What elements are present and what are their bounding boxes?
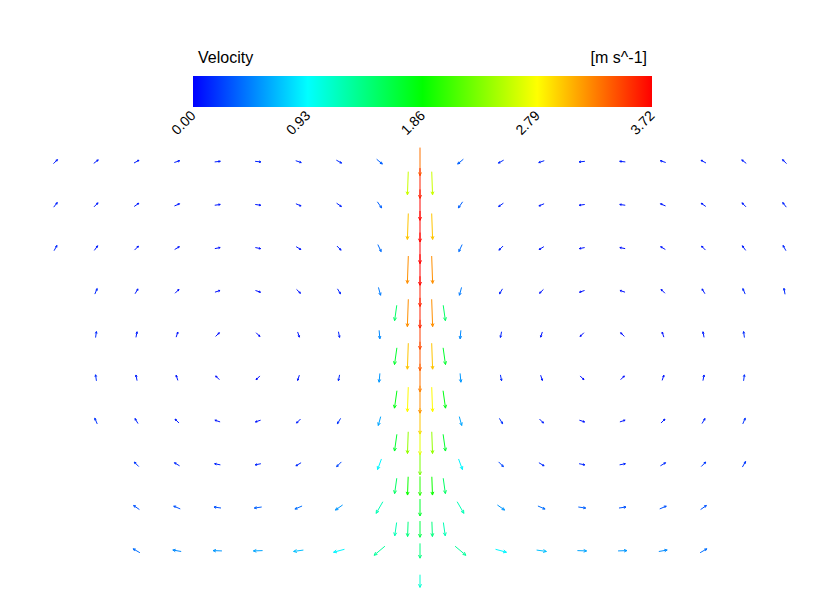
svg-text:3.72: 3.72 bbox=[627, 107, 658, 138]
svg-text:2.79: 2.79 bbox=[512, 107, 543, 138]
svg-text:[m s^-1]: [m s^-1] bbox=[591, 49, 647, 66]
svg-text:0.00: 0.00 bbox=[168, 107, 199, 138]
svg-text:0.93: 0.93 bbox=[283, 107, 314, 138]
svg-text:Velocity: Velocity bbox=[198, 49, 253, 66]
svg-text:1.86: 1.86 bbox=[398, 107, 429, 138]
